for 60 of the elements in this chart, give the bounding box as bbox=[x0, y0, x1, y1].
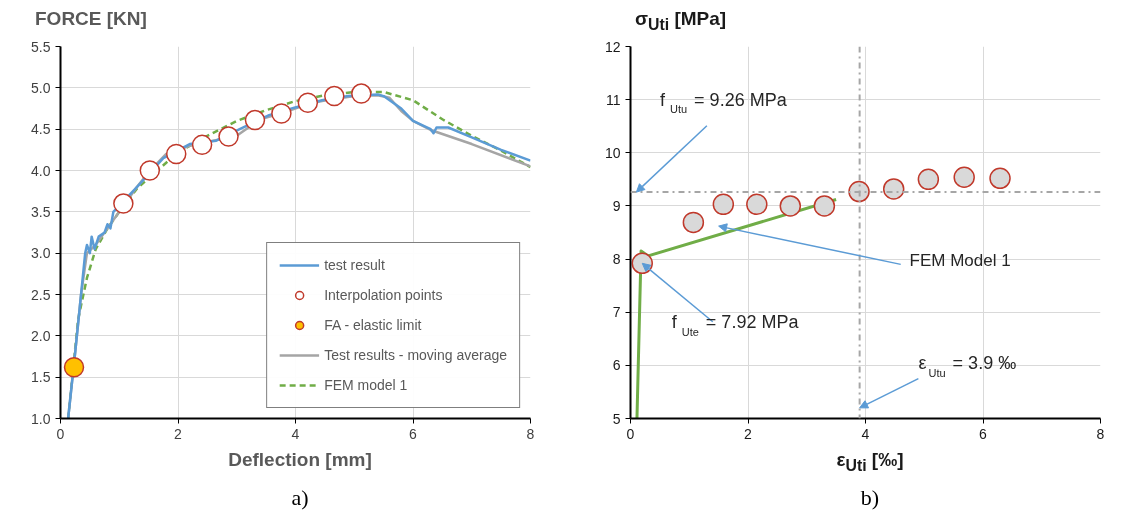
x-tick-label: 6 bbox=[409, 425, 418, 442]
point bbox=[113, 193, 134, 214]
y-tick-label: 1.5 bbox=[31, 369, 51, 386]
y-axis-title: σ$_{Uti}$ [MPa] bbox=[635, 7, 727, 35]
y-tick-label: 2.0 bbox=[31, 327, 51, 344]
text: a) bbox=[291, 484, 309, 512]
x-tick-label: 0 bbox=[56, 425, 65, 442]
y-tick-label: 11 bbox=[605, 91, 621, 108]
text: b) bbox=[860, 484, 880, 512]
point bbox=[218, 126, 239, 147]
y-tick-label: 4.5 bbox=[31, 121, 51, 138]
y-tick-label: 3.0 bbox=[31, 245, 51, 262]
point bbox=[682, 211, 705, 234]
point bbox=[63, 357, 85, 378]
legend-label: FEM model 1 bbox=[324, 377, 408, 393]
text: FEM Model 1 bbox=[909, 250, 1011, 270]
legend-label: FA - elastic limit bbox=[324, 317, 422, 333]
y-tick-label: 4.0 bbox=[31, 162, 51, 179]
y-tick-label: 7 bbox=[612, 304, 621, 321]
point bbox=[746, 193, 768, 216]
point bbox=[917, 168, 940, 191]
point bbox=[244, 109, 266, 131]
point bbox=[165, 143, 187, 165]
point bbox=[779, 195, 802, 217]
x-tick-label: 6 bbox=[979, 425, 988, 442]
x-tick-label: 2 bbox=[174, 425, 183, 442]
y-tick-label: 6 bbox=[612, 357, 621, 374]
point bbox=[953, 166, 975, 188]
x-tick-label: 0 bbox=[626, 425, 635, 442]
y-tick-label: 5.0 bbox=[31, 79, 51, 96]
x-tick-label: 8 bbox=[526, 425, 535, 442]
point bbox=[191, 134, 213, 156]
y-tick-label: 1.0 bbox=[31, 410, 51, 427]
x-tick-label: 2 bbox=[744, 425, 753, 442]
point bbox=[813, 195, 836, 217]
point bbox=[882, 178, 905, 200]
x-tick-label: 4 bbox=[291, 425, 300, 442]
legend-label: test result bbox=[324, 257, 385, 273]
y-tick-label: 12 bbox=[604, 38, 621, 55]
y-tick-label: 2.5 bbox=[31, 286, 51, 303]
y-tick-label: 3.5 bbox=[31, 203, 51, 220]
x-axis-title: Deflection [mm] bbox=[228, 448, 372, 472]
y-tick-label: 9 bbox=[612, 197, 621, 214]
point bbox=[712, 193, 735, 216]
point bbox=[324, 85, 345, 107]
y-axis-title: FORCE [KN] bbox=[35, 7, 147, 31]
y-tick-label: 5 bbox=[612, 410, 621, 427]
point bbox=[139, 160, 161, 181]
point bbox=[989, 167, 1011, 190]
y-tick-label: 5.5 bbox=[31, 38, 51, 55]
y-tick-label: 8 bbox=[612, 251, 621, 268]
point bbox=[297, 92, 319, 113]
legend-label: Interpolation points bbox=[324, 287, 443, 303]
point bbox=[271, 103, 292, 124]
x-tick-label: 8 bbox=[1096, 425, 1105, 442]
x-axis-title: ε$_{Uti}$ [‰] bbox=[836, 448, 904, 476]
legend-label: Test results - moving average bbox=[324, 347, 507, 363]
x-tick-label: 4 bbox=[861, 425, 870, 442]
point bbox=[351, 83, 372, 104]
y-tick-label: 10 bbox=[604, 144, 621, 161]
